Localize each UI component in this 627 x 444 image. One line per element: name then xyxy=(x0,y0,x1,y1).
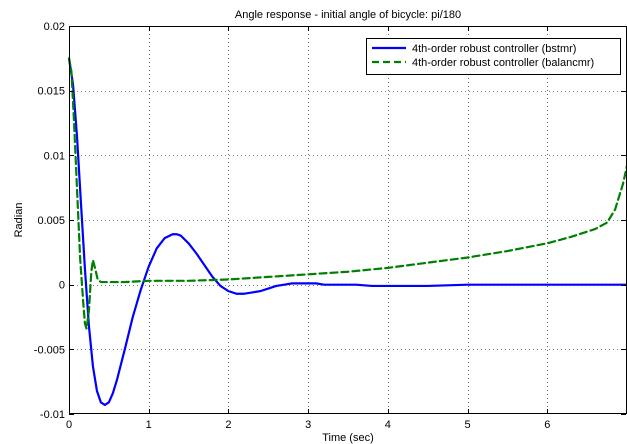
x-tick-label: 1 xyxy=(146,419,152,431)
plot-background xyxy=(69,26,627,414)
legend-label-1: 4th-order robust controller (bstmr) xyxy=(412,43,576,55)
y-tick-label: 0.02 xyxy=(44,21,65,33)
x-axis-label: Time (sec) xyxy=(322,432,374,444)
series-line-1 xyxy=(67,57,627,407)
series-line-2 xyxy=(67,57,627,330)
y-tick-label: 0.015 xyxy=(37,86,65,98)
legend-label-2: 4th-order robust controller (balancmr) xyxy=(412,57,594,69)
legend: 4th-order robust controller (bstmr) 4th-o… xyxy=(366,38,621,75)
x-tick-label: 3 xyxy=(305,419,311,431)
x-tick-label: 6 xyxy=(544,419,550,431)
series-layer xyxy=(67,57,627,407)
x-tick-label: 4 xyxy=(385,419,391,431)
ticks: 0 1 2 3 4 5 6 -0.01 -0.005 0 0.005 0.01 0.015 0.02 xyxy=(34,21,626,431)
y-tick-label: -0.005 xyxy=(34,344,65,356)
legend-box xyxy=(366,38,621,75)
y-tick-label: 0.005 xyxy=(37,215,65,227)
y-axis-label: Radian xyxy=(13,203,25,238)
y-tick-label: -0.01 xyxy=(40,409,65,421)
chart-title: Angle response - initial angle of bicycl… xyxy=(235,9,461,21)
x-tick-label: 5 xyxy=(465,419,471,431)
y-tick-label: 0 xyxy=(59,280,65,292)
y-tick-label: 0.01 xyxy=(44,150,65,162)
x-tick-label: 2 xyxy=(225,419,231,431)
x-tick-label: 0 xyxy=(66,419,72,431)
